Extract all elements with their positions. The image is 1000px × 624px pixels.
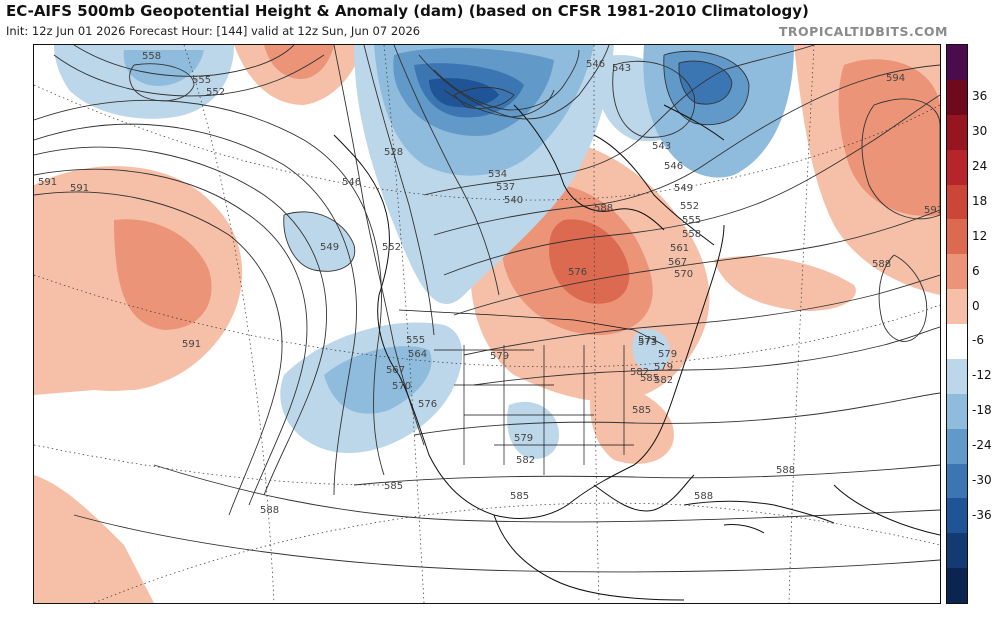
contour-label: 579 [654, 362, 673, 373]
contour-label: 570 [674, 269, 693, 280]
contour-label: 570 [392, 381, 411, 392]
colorbar-tick-label: -18 [972, 403, 992, 418]
colorbar-tick-label: -30 [972, 472, 992, 487]
contour-label: 582 [654, 375, 673, 386]
colorbar-tick-label: 30 [972, 124, 988, 139]
colorbar-segment [947, 219, 967, 255]
negative-anomaly-areas [54, 45, 794, 459]
contour-label: 552 [382, 242, 401, 253]
colorbar-segment [947, 184, 967, 220]
contour-label: 528 [384, 147, 403, 158]
contour-label: 573 [638, 337, 657, 348]
contour-label: 540 [504, 195, 523, 206]
contour-label: 585 [640, 373, 659, 384]
contour-label: 552 [680, 201, 699, 212]
init-forecast-info: Init: 12z Jun 01 2026 Forecast Hour: [14… [6, 24, 421, 38]
contour-label: 585 [384, 481, 403, 492]
contour-label: 588 [260, 505, 279, 516]
contour-label: 558 [682, 229, 701, 240]
colorbar-tick-label: 18 [972, 193, 988, 208]
contour-label: 576 [418, 399, 437, 410]
colorbar-segment [947, 79, 967, 116]
contour-label: 543 [612, 63, 631, 74]
contour-label: 567 [386, 365, 405, 376]
contour-label: 591 [182, 339, 201, 350]
colorbar-segment [947, 289, 967, 325]
contour-labels: 558 555 552 591 591 549 552 528 534 537 … [38, 51, 940, 516]
contour-label: 582 [516, 455, 535, 466]
contour-label: 591 [70, 183, 89, 194]
colorbar-segment [947, 358, 967, 395]
colorbar-segment [947, 254, 967, 290]
contour-label: 558 [142, 51, 161, 62]
colorbar-segment [947, 568, 967, 603]
contour-label: 591 [924, 205, 940, 216]
colorbar-tick-label: 0 [972, 298, 980, 313]
map-canvas: 558 555 552 591 591 549 552 528 534 537 … [34, 45, 940, 603]
contour-label: 585 [510, 491, 529, 502]
contour-label: 588 [594, 203, 613, 214]
contour-label: 576 [568, 267, 587, 278]
political-borders [398, 309, 665, 475]
graticule [34, 45, 940, 603]
colorbar-segment [947, 45, 967, 81]
contour-label: 588 [694, 491, 713, 502]
contour-label: 588 [872, 259, 891, 270]
contour-label: 555 [682, 215, 701, 226]
contour-label: 591 [38, 177, 57, 188]
colorbar-segment [947, 498, 967, 534]
coastlines [333, 104, 940, 601]
colorbar-segment [947, 428, 967, 464]
contour-label: 579 [490, 351, 509, 362]
contour-label: 564 [408, 349, 427, 360]
colorbar-tick-label: 36 [972, 89, 988, 104]
contour-label: 546 [664, 161, 683, 172]
colorbar-ticks: 36 30 24 18 12 6 0 -6 -12 -18 -24 -30 -36 [972, 44, 1000, 604]
contour-label: 534 [488, 169, 507, 180]
colorbar-tick-label: 24 [972, 159, 988, 174]
colorbar-segment [947, 533, 967, 569]
anomaly-colorbar [946, 44, 968, 604]
contour-label: 579 [658, 349, 677, 360]
colorbar-tick-label: -36 [972, 507, 992, 522]
contour-label: 573 [638, 335, 657, 346]
page-title: EC-AIFS 500mb Geopotential Height & Anom… [6, 2, 809, 20]
contour-label: 561 [670, 243, 689, 254]
contour-label: 549 [674, 183, 693, 194]
colorbar-segment [947, 463, 967, 499]
contour-label: 543 [652, 141, 671, 152]
site-brand: TROPICALTIDBITS.COM [778, 24, 948, 39]
contour-label: 585 [632, 405, 651, 416]
contour-label: 588 [776, 465, 795, 476]
height-contours [34, 45, 940, 573]
contour-label: 549 [320, 242, 339, 253]
anomaly-map: 558 555 552 591 591 549 552 528 534 537 … [33, 44, 941, 604]
contour-label: 567 [668, 257, 687, 268]
contour-label: 555 [192, 75, 211, 86]
contour-label: 579 [514, 433, 533, 444]
contour-label: 537 [496, 182, 515, 193]
contour-label: 582 [630, 367, 649, 378]
contour-label: 546 [342, 177, 361, 188]
colorbar-tick-label: -24 [972, 438, 992, 453]
contour-label: 555 [406, 335, 425, 346]
contour-label: 552 [206, 87, 225, 98]
contour-label: 594 [886, 73, 905, 84]
colorbar-tick-label: 6 [972, 263, 980, 278]
colorbar-segment [947, 393, 967, 430]
colorbar-tick-label: 12 [972, 228, 988, 243]
colorbar-tick-label: -12 [972, 368, 992, 383]
colorbar-segment [947, 114, 967, 151]
colorbar-tick-label: -6 [972, 333, 984, 348]
colorbar-segment [947, 324, 967, 360]
colorbar-segment [947, 149, 967, 185]
contour-label: 546 [586, 59, 605, 70]
